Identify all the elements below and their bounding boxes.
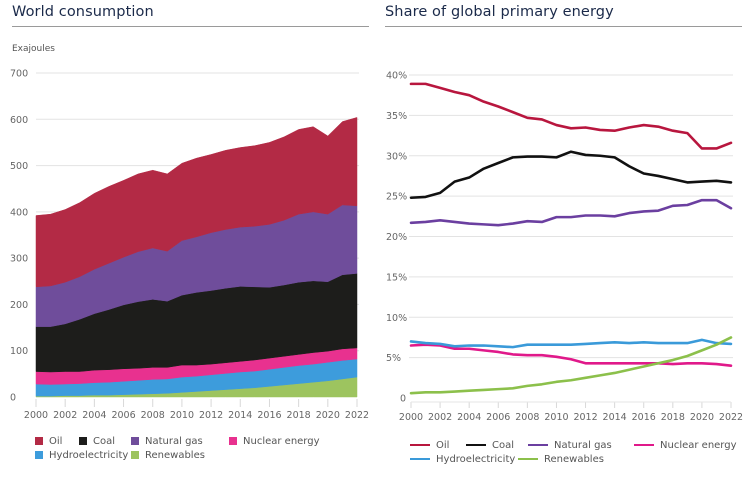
- left-y-tick-label: 100: [10, 346, 28, 357]
- legend-label: Renewables: [145, 449, 205, 461]
- left-chart-title: World consumption: [12, 4, 154, 20]
- left-legend: Oil Coal Natural gas Nuclear energy Hydr…: [35, 434, 320, 462]
- right-y-tick-label: 0: [400, 394, 406, 405]
- legend-label: Renewables: [544, 453, 604, 465]
- right-y-tick-label: 40%: [386, 71, 407, 82]
- left-x-tick-label: 2016: [257, 410, 281, 421]
- legend-item-hydro: Hydroelectricity: [410, 454, 518, 465]
- right-x-tick-label: 2020: [690, 412, 714, 423]
- legend-label: Natural gas: [554, 439, 612, 451]
- legend-item-renewables: Renewables: [518, 454, 604, 465]
- legend-line-oil: [410, 443, 430, 447]
- legend-swatch-renewables: [131, 451, 139, 459]
- left-y-tick-label: 700: [10, 69, 28, 80]
- right-x-tick-label: 2006: [486, 412, 510, 423]
- legend-label: Hydroelectricity: [49, 449, 129, 461]
- legend-swatch-hydro: [35, 451, 43, 459]
- line-natural-gas: [409, 198, 733, 227]
- right-y-tick-label: 25%: [386, 192, 407, 203]
- line-nuclear-energy: [409, 343, 733, 368]
- left-x-tick-label: 2020: [316, 410, 340, 421]
- left-y-tick-label: 0: [10, 393, 16, 404]
- legend-line-natural-gas: [528, 443, 548, 447]
- left-y-tick-label: 600: [10, 115, 28, 126]
- left-x-tick-label: 2002: [53, 410, 77, 421]
- right-title-rule: [385, 26, 742, 27]
- right-y-tick-label: 15%: [386, 272, 407, 283]
- right-x-tick-label: 2018: [661, 412, 685, 423]
- legend-label: Coal: [492, 439, 515, 451]
- left-y-tick-label: 300: [10, 254, 28, 265]
- right-x-tick-label: 2002: [428, 412, 452, 423]
- line-renewables: [409, 336, 733, 395]
- right-x-tick-label: 2022: [719, 412, 743, 423]
- right-y-tick-label: 30%: [386, 151, 407, 162]
- left-x-tick-label: 2022: [345, 410, 369, 421]
- right-x-tick-label: 2012: [573, 412, 597, 423]
- legend-label: Oil: [436, 439, 450, 451]
- right-x-tick-label: 2000: [399, 412, 423, 423]
- legend-item-coal: Coal: [79, 436, 131, 447]
- right-x-tick-label: 2010: [544, 412, 568, 423]
- legend-swatch-natural-gas: [131, 437, 139, 445]
- line-coal: [409, 150, 733, 200]
- right-x-tick-label: 2014: [603, 412, 627, 423]
- right-y-tick-label: 5%: [386, 353, 401, 364]
- legend-label: Nuclear energy: [660, 439, 737, 451]
- left-title-rule: [12, 26, 369, 27]
- right-y-tick-label: 20%: [386, 232, 407, 243]
- right-chart-title: Share of global primary energy: [385, 4, 614, 20]
- legend-swatch-nuclear: [229, 437, 237, 445]
- right-y-tick-label: 10%: [386, 313, 407, 324]
- left-x-tick-label: 2012: [199, 410, 223, 421]
- right-legend: Oil Coal Natural gas Nuclear energy Hydr…: [410, 438, 737, 466]
- left-x-tick-label: 2006: [111, 410, 135, 421]
- legend-item-natural-gas: Natural gas: [131, 436, 213, 447]
- legend-item-nuclear: Nuclear energy: [229, 436, 320, 447]
- legend-line-renewables: [518, 457, 538, 461]
- left-y-tick-label: 400: [10, 207, 28, 218]
- legend-item-nuclear: Nuclear energy: [634, 440, 737, 451]
- legend-item-oil: Oil: [410, 440, 466, 451]
- left-x-tick-label: 2008: [141, 410, 165, 421]
- legend-swatch-coal: [79, 437, 87, 445]
- legend-item-hydro: Hydroelectricity: [35, 450, 131, 461]
- legend-line-nuclear: [634, 443, 654, 447]
- left-x-tick-label: 2014: [228, 410, 252, 421]
- legend-label: Oil: [49, 435, 63, 447]
- line-hydroelectricity: [409, 338, 733, 349]
- right-y-tick-label: 35%: [386, 111, 407, 122]
- right-x-tick-label: 2008: [515, 412, 539, 423]
- legend-line-hydro: [410, 457, 430, 461]
- legend-item-natural-gas: Natural gas: [528, 440, 626, 451]
- legend-item-renewables: Renewables: [131, 450, 205, 461]
- legend-label: Hydroelectricity: [436, 453, 516, 465]
- right-x-tick-label: 2004: [457, 412, 481, 423]
- legend-line-coal: [466, 443, 486, 447]
- left-x-tick-label: 2018: [287, 410, 311, 421]
- right-x-tick-label: 2016: [632, 412, 656, 423]
- left-x-tick-label: 2000: [24, 410, 48, 421]
- legend-label: Natural gas: [145, 435, 203, 447]
- left-y-unit-label: Exajoules: [12, 44, 55, 54]
- legend-label: Nuclear energy: [243, 435, 320, 447]
- legend-item-coal: Coal: [466, 440, 528, 451]
- legend-item-oil: Oil: [35, 436, 67, 447]
- left-y-tick-label: 500: [10, 161, 28, 172]
- legend-label: Coal: [93, 435, 116, 447]
- line-oil: [409, 82, 733, 150]
- legend-swatch-oil: [35, 437, 43, 445]
- left-x-tick-label: 2004: [82, 410, 106, 421]
- area-oil: [35, 117, 358, 288]
- left-x-tick-label: 2010: [170, 410, 194, 421]
- left-y-tick-label: 200: [10, 300, 28, 311]
